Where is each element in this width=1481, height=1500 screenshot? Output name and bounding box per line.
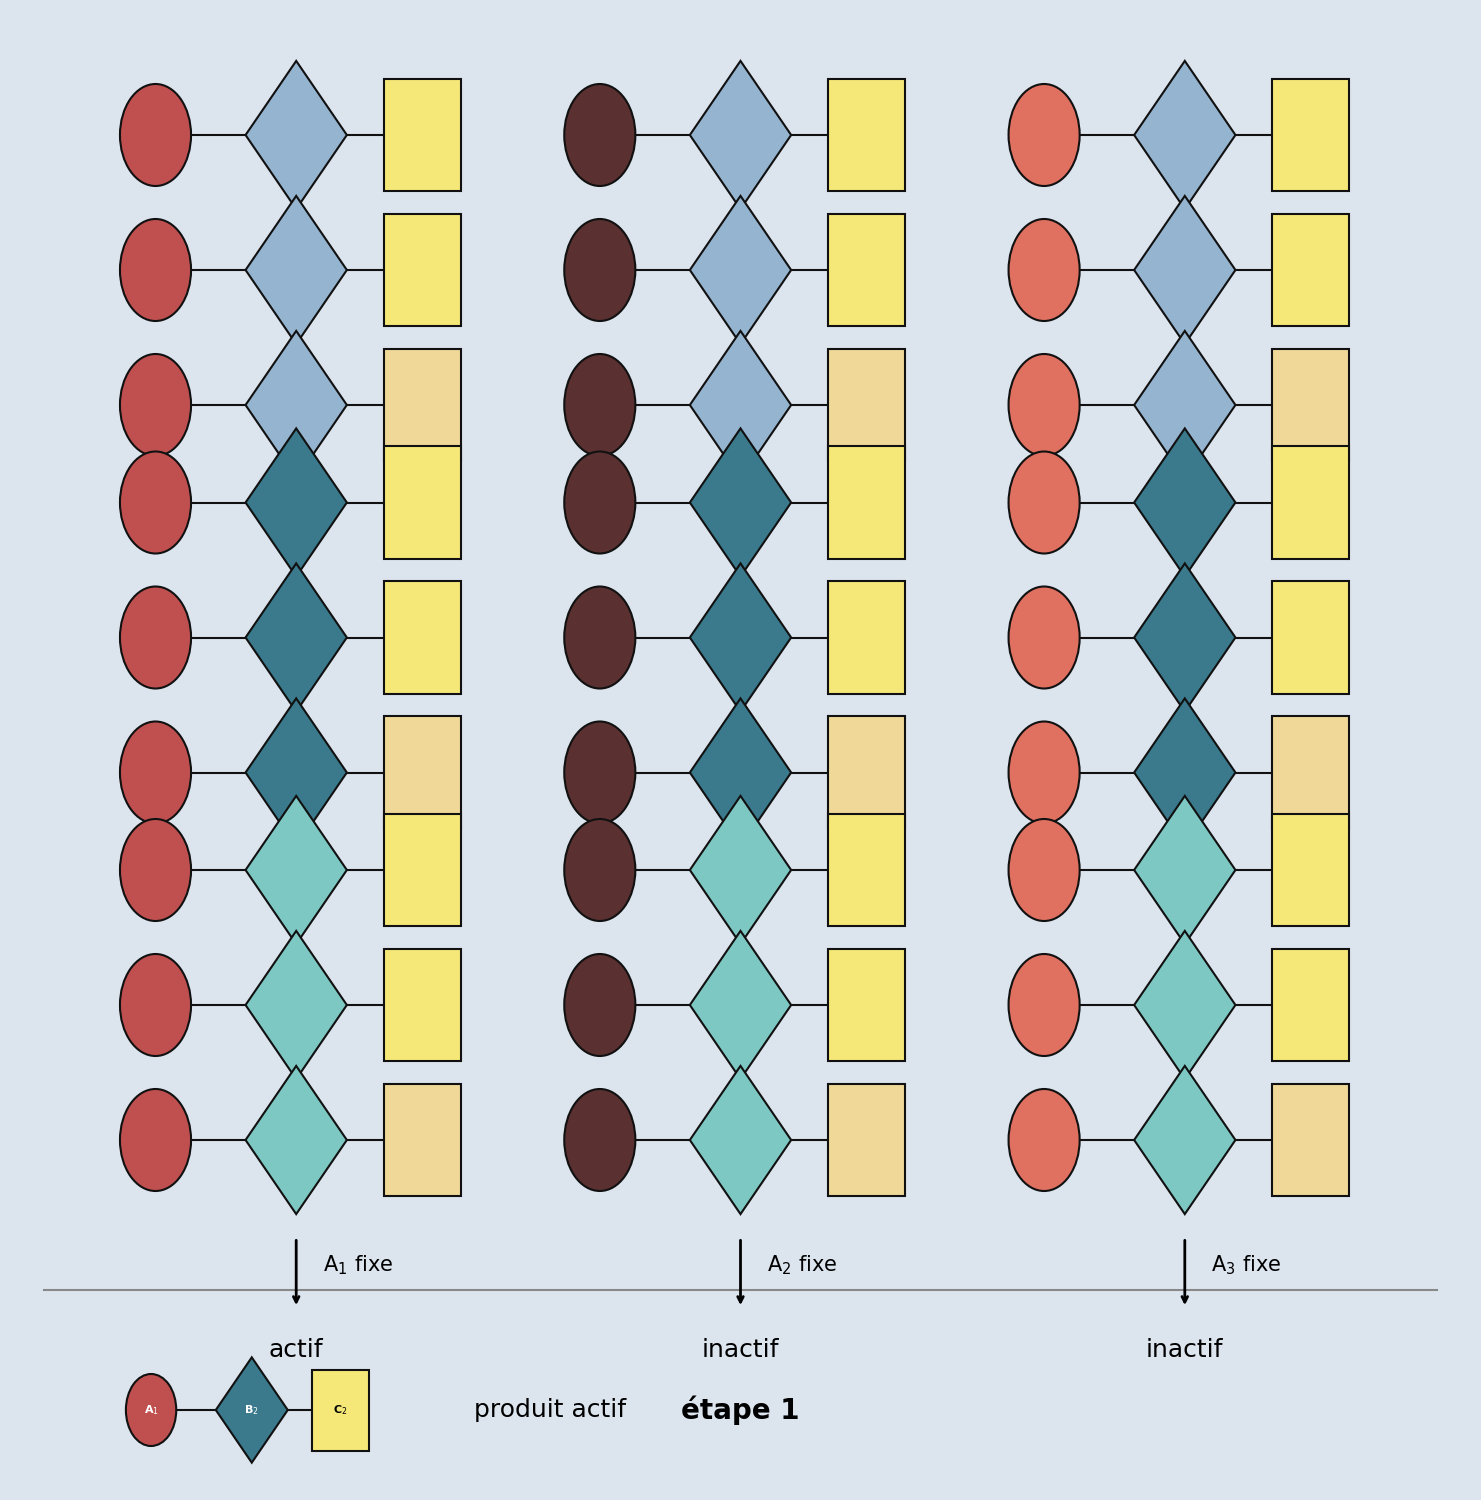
FancyBboxPatch shape — [384, 1083, 461, 1197]
FancyBboxPatch shape — [1272, 582, 1349, 693]
Polygon shape — [246, 699, 347, 846]
FancyBboxPatch shape — [1272, 1083, 1349, 1197]
Polygon shape — [246, 429, 347, 576]
FancyBboxPatch shape — [384, 447, 461, 560]
Text: inactif: inactif — [702, 1338, 779, 1362]
FancyBboxPatch shape — [384, 80, 461, 192]
Ellipse shape — [120, 219, 191, 321]
Ellipse shape — [1009, 586, 1080, 688]
Ellipse shape — [1009, 452, 1080, 554]
Polygon shape — [690, 429, 791, 576]
Text: actif: actif — [270, 1338, 323, 1362]
FancyBboxPatch shape — [828, 1083, 905, 1197]
Text: B$_2$: B$_2$ — [244, 1402, 259, 1417]
FancyBboxPatch shape — [1272, 80, 1349, 192]
FancyBboxPatch shape — [828, 948, 905, 1062]
Text: inactif: inactif — [1146, 1338, 1223, 1362]
Text: C$_2$: C$_2$ — [333, 1402, 348, 1417]
Ellipse shape — [564, 819, 635, 921]
Polygon shape — [246, 196, 347, 344]
FancyBboxPatch shape — [384, 717, 461, 828]
FancyBboxPatch shape — [384, 948, 461, 1062]
Polygon shape — [1134, 429, 1235, 576]
Polygon shape — [246, 932, 347, 1078]
Polygon shape — [690, 62, 791, 208]
Ellipse shape — [1009, 819, 1080, 921]
Ellipse shape — [564, 954, 635, 1056]
Polygon shape — [690, 332, 791, 478]
Polygon shape — [1134, 1066, 1235, 1214]
Ellipse shape — [120, 354, 191, 456]
Polygon shape — [246, 564, 347, 711]
Text: A$_1$ fixe: A$_1$ fixe — [323, 1254, 392, 1276]
Ellipse shape — [120, 586, 191, 688]
Polygon shape — [1134, 332, 1235, 478]
Polygon shape — [690, 564, 791, 711]
Ellipse shape — [1009, 954, 1080, 1056]
FancyBboxPatch shape — [312, 1370, 369, 1450]
Text: étape 1: étape 1 — [681, 1395, 800, 1425]
Polygon shape — [1134, 796, 1235, 944]
FancyBboxPatch shape — [828, 582, 905, 693]
FancyBboxPatch shape — [1272, 717, 1349, 828]
Ellipse shape — [120, 84, 191, 186]
FancyBboxPatch shape — [384, 350, 461, 462]
Polygon shape — [216, 1358, 287, 1462]
Polygon shape — [1134, 699, 1235, 846]
Polygon shape — [690, 796, 791, 944]
FancyBboxPatch shape — [828, 717, 905, 828]
Polygon shape — [1134, 62, 1235, 208]
FancyBboxPatch shape — [1272, 948, 1349, 1062]
FancyBboxPatch shape — [384, 813, 461, 925]
Polygon shape — [246, 796, 347, 944]
FancyBboxPatch shape — [384, 214, 461, 327]
Text: A$_2$ fixe: A$_2$ fixe — [767, 1254, 837, 1276]
Ellipse shape — [120, 1089, 191, 1191]
Polygon shape — [246, 1066, 347, 1214]
FancyBboxPatch shape — [384, 582, 461, 693]
Polygon shape — [1134, 564, 1235, 711]
Ellipse shape — [120, 452, 191, 554]
Ellipse shape — [564, 722, 635, 824]
FancyBboxPatch shape — [1272, 813, 1349, 925]
FancyBboxPatch shape — [828, 813, 905, 925]
Ellipse shape — [564, 84, 635, 186]
FancyBboxPatch shape — [1272, 214, 1349, 327]
Polygon shape — [690, 699, 791, 846]
Ellipse shape — [1009, 722, 1080, 824]
Text: A$_1$: A$_1$ — [144, 1402, 158, 1417]
FancyBboxPatch shape — [828, 350, 905, 462]
Text: A$_3$ fixe: A$_3$ fixe — [1211, 1254, 1281, 1276]
Ellipse shape — [1009, 354, 1080, 456]
Ellipse shape — [1009, 219, 1080, 321]
Ellipse shape — [126, 1374, 176, 1446]
Ellipse shape — [120, 819, 191, 921]
Ellipse shape — [1009, 84, 1080, 186]
Ellipse shape — [564, 354, 635, 456]
FancyBboxPatch shape — [1272, 350, 1349, 462]
Ellipse shape — [564, 1089, 635, 1191]
Polygon shape — [1134, 932, 1235, 1078]
Ellipse shape — [564, 219, 635, 321]
Ellipse shape — [120, 722, 191, 824]
Ellipse shape — [120, 954, 191, 1056]
Ellipse shape — [564, 452, 635, 554]
Polygon shape — [690, 196, 791, 344]
Polygon shape — [246, 332, 347, 478]
Text: produit actif: produit actif — [474, 1398, 626, 1422]
FancyBboxPatch shape — [1272, 447, 1349, 560]
FancyBboxPatch shape — [828, 447, 905, 560]
Polygon shape — [246, 62, 347, 208]
Ellipse shape — [1009, 1089, 1080, 1191]
Ellipse shape — [564, 586, 635, 688]
Polygon shape — [690, 932, 791, 1078]
FancyBboxPatch shape — [828, 80, 905, 192]
Polygon shape — [1134, 196, 1235, 344]
Polygon shape — [690, 1066, 791, 1214]
FancyBboxPatch shape — [828, 214, 905, 327]
